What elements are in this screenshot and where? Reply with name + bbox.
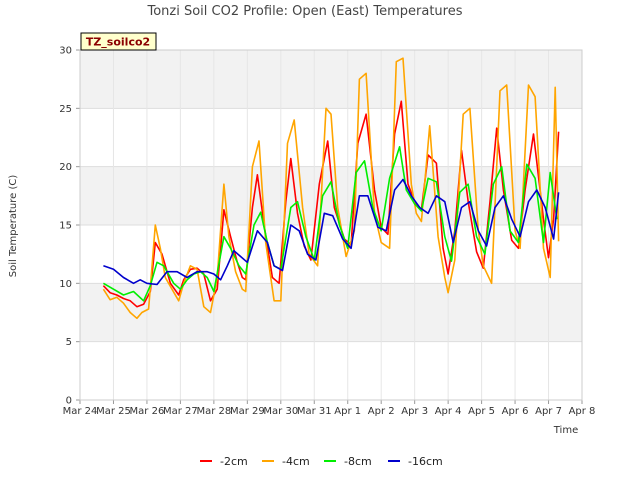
- series-line-16cm: [103, 178, 560, 286]
- y-tick-label: 20: [59, 162, 72, 173]
- x-tick-label: Apr 1: [334, 406, 361, 417]
- legend: -2cm -4cm -8cm -16cm: [200, 455, 443, 468]
- station-badge-label: TZ_soilco2: [86, 36, 150, 49]
- y-tick-label: 15: [59, 221, 72, 232]
- x-tick-label: Apr 7: [535, 406, 562, 417]
- axes: [76, 49, 583, 404]
- legend-label: -2cm: [220, 455, 248, 468]
- x-tick-label: Apr 3: [401, 406, 428, 417]
- legend-label: -16cm: [408, 455, 443, 468]
- plot-band: [80, 225, 582, 284]
- legend-item: -8cm: [324, 455, 372, 468]
- x-axis-label: Time: [553, 425, 578, 436]
- series-lines: [102, 57, 560, 320]
- plot-band: [80, 283, 582, 342]
- legend-item: -16cm: [388, 455, 443, 468]
- y-tick-label: 0: [66, 396, 72, 407]
- legend-item: -4cm: [262, 455, 310, 468]
- x-tick-label: Mar 25: [96, 406, 131, 417]
- x-tick-label: Apr 8: [569, 406, 596, 417]
- series-line-8cm: [102, 146, 558, 302]
- x-tick-label: Mar 31: [297, 406, 332, 417]
- x-tick-label: Apr 5: [468, 406, 495, 417]
- legend-label: -8cm: [344, 455, 372, 468]
- x-tick-label: Apr 6: [502, 406, 529, 417]
- y-tick-label: 10: [59, 279, 72, 290]
- plot-band: [80, 341, 582, 400]
- y-tick-label: 25: [59, 104, 72, 115]
- x-tick-label: Apr 4: [435, 406, 462, 417]
- x-tick-label: Mar 27: [163, 406, 198, 417]
- x-tick-label: Mar 29: [230, 406, 265, 417]
- station-badge: TZ_soilco2: [80, 32, 157, 51]
- x-tick-label: Mar 26: [130, 406, 165, 417]
- y-tick-label: 5: [66, 337, 72, 348]
- chart-title: Tonzi Soil CO2 Profile: Open (East) Temp…: [146, 4, 462, 19]
- plot-frame: [79, 49, 583, 401]
- x-tick-label: Mar 30: [263, 406, 298, 417]
- x-tick-label: Apr 2: [368, 406, 395, 417]
- series-line-4cm: [102, 57, 560, 320]
- plot-band: [80, 50, 582, 109]
- y-axis-label: Soil Temperature (C): [8, 175, 19, 278]
- legend-label: -4cm: [282, 455, 310, 468]
- x-tick-label: Mar 24: [63, 406, 98, 417]
- y-tick-label: 30: [59, 46, 72, 57]
- x-tick-label: Mar 28: [196, 406, 231, 417]
- legend-item: -2cm: [200, 455, 248, 468]
